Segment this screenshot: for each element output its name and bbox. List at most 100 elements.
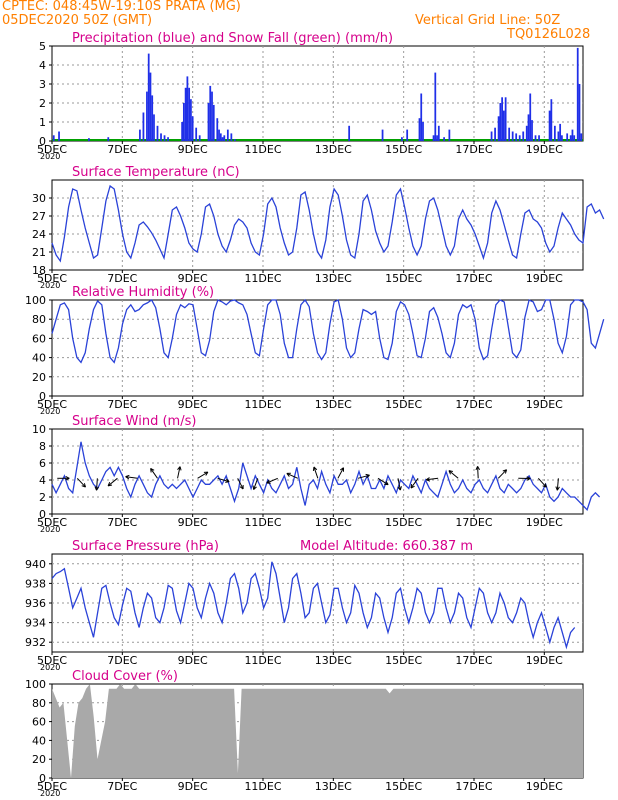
precip-bar: [230, 133, 233, 141]
wind-arrow: [397, 478, 401, 491]
wind-arrow: [177, 466, 181, 479]
precip-bar: [490, 131, 493, 141]
wind-arrow-head: [94, 486, 100, 491]
wind-frame: [51, 428, 584, 515]
precip-bar: [233, 139, 236, 141]
wind-arrow-head: [397, 486, 402, 491]
wind-ytick-label: 8: [39, 440, 46, 453]
precip-bar: [181, 122, 183, 141]
wind-arrow: [448, 470, 459, 479]
precip-ytick-label: 3: [39, 78, 46, 91]
precip-bar: [188, 87, 191, 141]
precip-bar: [534, 135, 537, 141]
cloud-ytick-label: 100: [25, 678, 46, 691]
header-line1: CPTEC: 048:45W-19:10S PRATA (MG): [2, 0, 241, 14]
precip-bar: [167, 137, 169, 141]
wind-arrow-head: [125, 474, 130, 480]
pressure-ytick-label: 932: [25, 636, 46, 649]
wind-arrow-head: [239, 484, 244, 490]
wind-arrow: [377, 477, 389, 486]
humidity-xtick-label: 19DEC: [526, 398, 563, 411]
precip-ytick-label: 5: [39, 40, 46, 53]
wind-arrow: [286, 472, 299, 479]
precip-xtick-label: 13DEC: [315, 143, 352, 156]
precip-bar: [448, 129, 451, 141]
cloud-title: Cloud Cover (%): [72, 669, 178, 684]
precip-xtick-label: 17DEC: [455, 143, 492, 156]
cloud-xtick-label: 15DEC: [385, 780, 422, 793]
wind-ytick-label: 4: [39, 474, 46, 487]
precip-bar: [548, 110, 551, 141]
wind-arrow: [337, 467, 344, 479]
precip-bar: [156, 125, 159, 141]
temperature-xtick-label: 9DEC: [178, 272, 208, 285]
pressure-xtick-label: 19DEC: [526, 654, 563, 667]
precip-xtick-label: 11DEC: [244, 143, 281, 156]
precip-bar: [443, 137, 445, 141]
wind-xtick-label: 9DEC: [178, 516, 208, 529]
precip-bar: [195, 127, 198, 141]
precip-bar: [107, 137, 110, 141]
pressure-xtick-label: 9DEC: [178, 654, 208, 667]
wind-arrow: [150, 468, 158, 479]
wind-arrow-head: [555, 486, 560, 491]
wind-arrow-head: [384, 480, 389, 486]
precip-ytick-label: 0: [39, 135, 46, 148]
temperature-xtick-label: 15DEC: [385, 272, 422, 285]
pressure-ytick-label: 936: [25, 597, 46, 610]
precip-bar: [149, 72, 152, 141]
precip-bar: [436, 135, 438, 141]
precip-bar: [502, 110, 505, 141]
precip-bar: [406, 129, 409, 141]
pressure-ytick-label: 934: [25, 617, 46, 630]
precip-bar: [538, 135, 540, 141]
precip-bar: [571, 129, 574, 141]
temperature-panel: [49, 179, 605, 273]
pressure-year-label: 2020: [40, 663, 60, 672]
humidity-ytick-label: 60: [32, 332, 46, 345]
humidity-xtick-label: 11DEC: [244, 398, 281, 411]
wind-arrow: [497, 469, 507, 479]
temperature-xtick-label: 17DEC: [455, 272, 492, 285]
wind-arrow-head: [107, 481, 113, 487]
pressure-title: Surface Pressure (hPa): [72, 539, 219, 554]
precip-xtick-label: 9DEC: [178, 143, 208, 156]
wind-title: Surface Wind (m/s): [72, 414, 196, 429]
precip-panel: [49, 45, 584, 144]
cloud-xtick-label: 13DEC: [315, 780, 352, 793]
cloud-ytick-label: 60: [32, 716, 46, 729]
precip-xtick-label: 15DEC: [385, 143, 422, 156]
wind-xtick-label: 17DEC: [455, 516, 492, 529]
wind-xtick-label: 5DEC: [37, 516, 67, 529]
wind-arrow: [266, 477, 278, 484]
precip-bar: [381, 129, 384, 141]
precip-bar: [434, 72, 437, 141]
cloud-xtick-label: 7DEC: [107, 780, 137, 793]
precip-bar: [218, 129, 220, 141]
wind-arrow: [237, 478, 244, 490]
humidity-ytick-label: 100: [25, 294, 46, 307]
pressure-ytick-label: 938: [25, 577, 46, 590]
cloud-ytick-label: 20: [32, 753, 46, 766]
precip-bar: [401, 137, 403, 141]
precip-bar: [422, 122, 424, 141]
cloud-xtick-label: 5DEC: [37, 780, 67, 793]
humidity-xtick-label: 7DEC: [107, 398, 137, 411]
precip-ytick-label: 2: [39, 97, 46, 110]
wind-arrow: [253, 478, 259, 490]
precip-bar: [420, 93, 423, 141]
precip-bar: [186, 76, 189, 141]
cloud-ytick-label: 40: [32, 734, 46, 747]
wind-arrow: [107, 477, 118, 487]
wind-arrow: [556, 478, 559, 491]
precip-year-label: 2020: [40, 152, 60, 161]
pressure-xtick-label: 15DEC: [385, 654, 422, 667]
precip-xtick-label: 5DEC: [37, 143, 67, 156]
precip-bar: [432, 135, 435, 141]
precip-bar: [147, 53, 150, 141]
wind-xtick-label: 11DEC: [244, 516, 281, 529]
wind-arrow: [96, 478, 98, 491]
wind-arrow: [357, 474, 370, 479]
wind-arrow-head: [542, 483, 547, 488]
